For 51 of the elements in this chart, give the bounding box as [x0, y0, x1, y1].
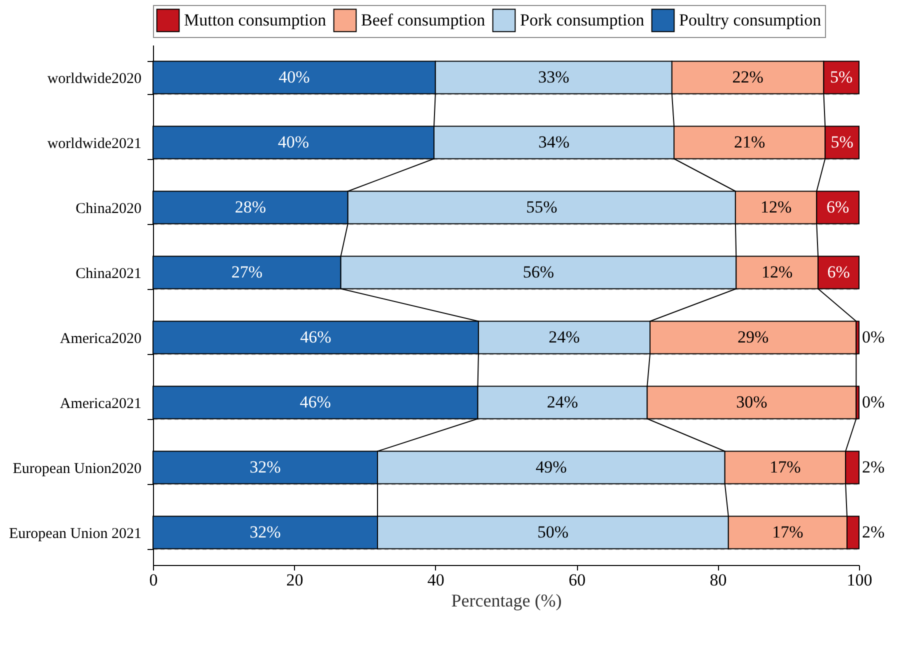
data-label: 0%: [862, 392, 885, 412]
data-label: 6%: [827, 262, 850, 282]
data-label: 6%: [826, 198, 850, 216]
data-label: 49%: [536, 458, 567, 476]
y-tick-label: European Union2020: [12, 461, 142, 477]
data-label: 17%: [772, 522, 804, 542]
data-label: 2%: [862, 522, 885, 542]
data-label: 55%: [526, 198, 558, 216]
data-label: 24%: [546, 392, 578, 412]
y-tick-label: America2020: [60, 331, 142, 347]
data-label: 5%: [830, 132, 854, 152]
data-label: 30%: [736, 392, 768, 412]
data-label: 56%: [522, 262, 554, 282]
data-label: 2%: [862, 458, 885, 476]
data-label: 21%: [734, 132, 766, 152]
legend-label: Mutton consumption: [184, 10, 327, 30]
data-label: 29%: [738, 328, 769, 346]
data-label: 5%: [830, 68, 853, 86]
data-label: 40%: [278, 132, 310, 152]
y-tick-label: China2021: [76, 266, 142, 282]
x-axis-title: Percentage (%): [451, 590, 562, 610]
data-label: 12%: [760, 198, 792, 216]
y-tick-label: America2021: [60, 396, 142, 412]
data-label: 40%: [278, 68, 310, 86]
data-label: 32%: [250, 522, 281, 542]
y-tick-label: European Union 2021: [9, 526, 142, 542]
y-tick-label: worldwide2021: [47, 136, 142, 152]
data-label: 0%: [862, 328, 885, 346]
data-label: 46%: [300, 392, 331, 412]
x-tick-label: 40: [427, 570, 444, 590]
x-tick-label: 80: [710, 570, 727, 590]
data-label: 22%: [732, 68, 764, 86]
legend-label: Poultry consumption: [679, 10, 822, 30]
legend-label: Pork consumption: [520, 10, 645, 30]
y-tick-label: China2020: [76, 201, 142, 217]
data-label: 32%: [250, 458, 281, 476]
x-tick-label: 0: [149, 570, 158, 590]
data-label: 34%: [538, 132, 570, 152]
legend-label: Beef consumption: [361, 10, 486, 30]
x-tick-label: 20: [286, 570, 304, 590]
data-label: 46%: [300, 328, 332, 346]
data-label: 24%: [548, 328, 580, 346]
x-tick-label: 100: [846, 570, 872, 590]
data-label: 17%: [770, 458, 801, 476]
data-label: 28%: [234, 198, 266, 216]
data-label: 12%: [762, 262, 793, 282]
data-label: 33%: [538, 68, 570, 86]
data-label: 27%: [231, 262, 262, 282]
x-tick-label: 60: [568, 570, 586, 590]
data-label: 50%: [537, 522, 569, 542]
y-tick-label: worldwide2020: [47, 71, 142, 87]
